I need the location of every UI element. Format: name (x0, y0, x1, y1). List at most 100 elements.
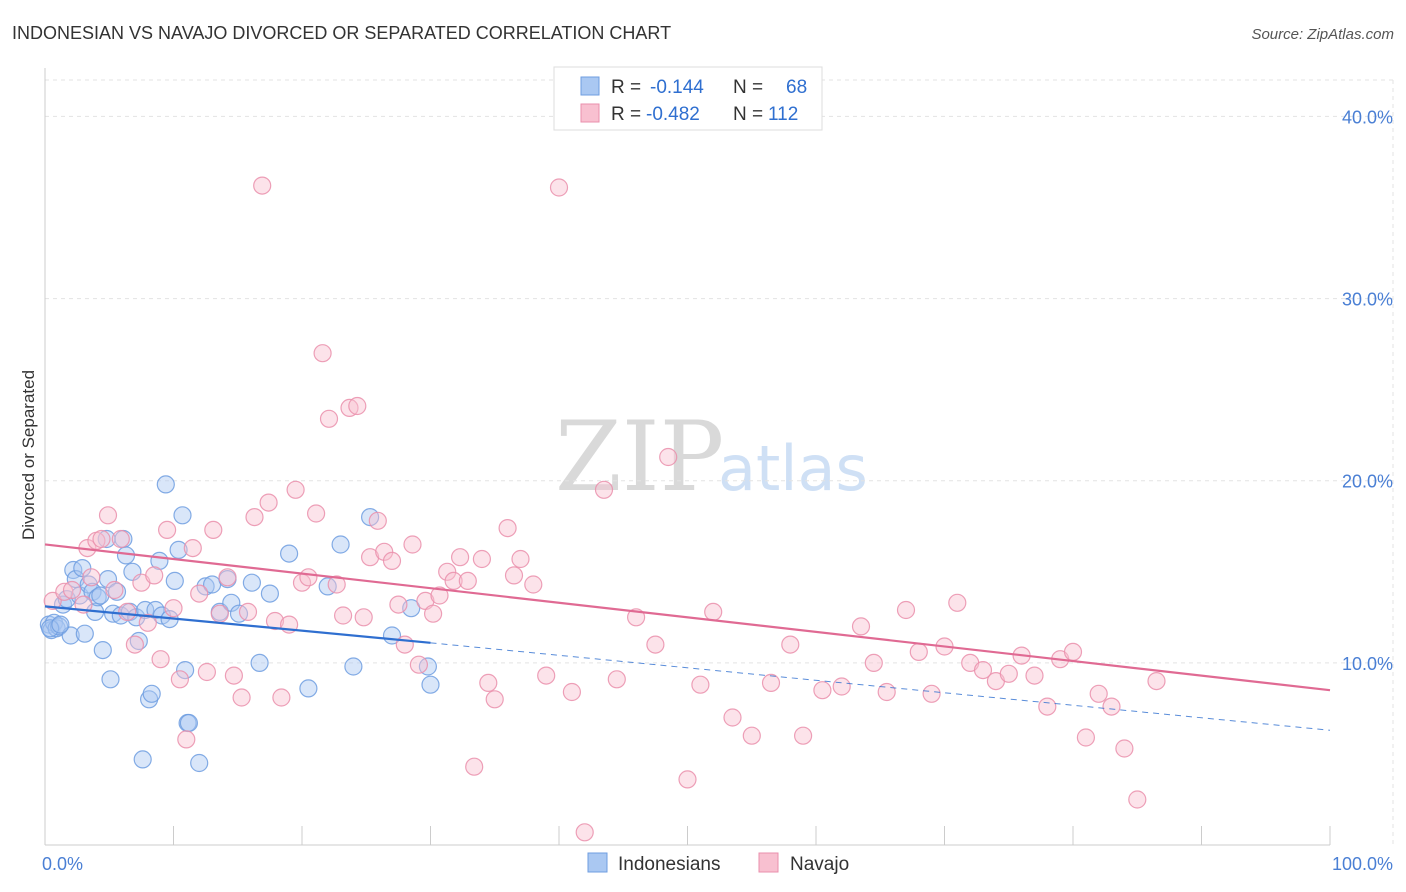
bottom-legend-indonesians: Indonesians (618, 854, 720, 875)
point-navajo-59 (444, 571, 463, 591)
point-navajo-70 (537, 666, 556, 685)
point-navajo-110 (1128, 790, 1147, 809)
point-navajo-45 (348, 396, 367, 416)
point-navajo-79 (678, 770, 697, 789)
axes (44, 68, 1331, 846)
point-navajo-88 (832, 677, 851, 696)
point-navajo-111 (1147, 671, 1166, 691)
point-navajo-65 (485, 690, 504, 709)
point-navajo-14 (138, 613, 157, 632)
point-navajo-43 (334, 606, 353, 625)
tick-labels: 10.0% 20.0% 30.0% 40.0% 0.0% 100.0% (42, 107, 1393, 874)
point-navajo-68 (511, 549, 530, 569)
point-navajo-98 (973, 660, 993, 680)
bottom-legend: Indonesians Navajo (587, 852, 849, 875)
point-navajo-26 (218, 568, 237, 587)
series-navajo (43, 176, 1166, 842)
point-indonesians-66 (40, 619, 60, 638)
x-tick-label-1: 100.0% (1332, 854, 1393, 874)
x-tick-label-0: 0.0% (42, 854, 83, 874)
point-indonesians-45 (179, 713, 198, 733)
point-navajo-77 (646, 635, 665, 654)
point-indonesians-59 (331, 535, 350, 554)
point-navajo-73 (575, 823, 594, 842)
point-navajo-84 (761, 673, 781, 693)
point-navajo-48 (368, 511, 387, 530)
y-tick-label-2: 30.0% (1342, 290, 1393, 310)
watermark-atlas: atlas (718, 432, 868, 505)
point-navajo-2 (62, 580, 82, 600)
point-navajo-52 (395, 635, 414, 654)
point-navajo-11 (118, 602, 137, 622)
point-navajo-25 (210, 604, 229, 623)
legend-r-label-1: R = (611, 77, 641, 98)
legend-r-value-1: -0.144 (650, 77, 704, 98)
point-indonesians-12 (75, 624, 94, 643)
watermark-zip: ZIP (555, 401, 724, 513)
point-navajo-106 (1076, 728, 1096, 747)
bottom-legend-swatch-indonesians (587, 852, 608, 873)
point-navajo-72 (562, 682, 582, 702)
point-navajo-23 (197, 662, 216, 682)
bottom-legend-swatch-navajo (758, 852, 779, 873)
point-navajo-66 (498, 518, 517, 538)
point-navajo-89 (851, 617, 871, 636)
point-navajo-40 (313, 344, 332, 363)
watermark: ZIP atlas (555, 401, 868, 513)
point-indonesians-56 (280, 544, 299, 563)
point-indonesians-16 (88, 588, 107, 607)
point-indonesians-60 (344, 657, 363, 676)
point-navajo-8 (98, 506, 118, 525)
point-navajo-85 (781, 635, 800, 654)
point-indonesians-67 (51, 615, 70, 634)
point-navajo-49 (375, 542, 394, 561)
point-navajo-9 (105, 580, 124, 600)
point-navajo-29 (238, 602, 258, 622)
point-navajo-62 (465, 757, 484, 776)
point-navajo-46 (354, 608, 373, 627)
point-indonesians-21 (101, 670, 120, 689)
point-indonesians-38 (156, 475, 175, 494)
point-navajo-20 (177, 730, 196, 749)
legend-r-value-2: -0.482 (646, 104, 700, 125)
point-navajo-16 (151, 650, 170, 669)
point-navajo-108 (1102, 697, 1121, 716)
point-navajo-34 (272, 688, 291, 707)
point-navajo-38 (299, 568, 318, 587)
point-indonesians-58 (318, 577, 337, 596)
point-navajo-81 (704, 602, 723, 622)
point-navajo-21 (183, 538, 202, 558)
point-indonesians-64 (418, 657, 437, 676)
point-navajo-103 (1038, 697, 1057, 716)
point-navajo-41 (319, 409, 339, 428)
legend-n-value-2: 112 (768, 104, 798, 125)
point-navajo-47 (361, 548, 380, 567)
point-indonesians-46 (190, 753, 209, 773)
point-navajo-28 (232, 688, 251, 707)
point-navajo-67 (504, 566, 524, 585)
point-navajo-80 (691, 675, 710, 694)
point-navajo-78 (659, 447, 678, 467)
point-navajo-71 (549, 178, 569, 197)
point-indonesians-55 (260, 584, 279, 603)
point-navajo-100 (999, 664, 1018, 683)
point-navajo-82 (723, 708, 742, 727)
trendline-navajo (44, 543, 1331, 692)
trendline-indonesians (44, 605, 431, 644)
legend-n-label-2: N = (733, 104, 763, 125)
point-navajo-91 (877, 682, 896, 702)
y-tick-label-3: 40.0% (1342, 107, 1393, 127)
bottom-legend-navajo: Navajo (790, 854, 849, 875)
point-navajo-92 (896, 600, 916, 620)
point-navajo-12 (125, 635, 144, 654)
point-navajo-60 (451, 548, 470, 567)
point-navajo-69 (524, 575, 543, 594)
point-navajo-19 (170, 670, 189, 689)
point-navajo-10 (111, 529, 130, 549)
point-navajo-39 (307, 504, 326, 523)
series-layer (39, 176, 1166, 842)
point-navajo-90 (864, 653, 883, 673)
legend: R = -0.144 N = 68 R = -0.482 N = 112 (553, 66, 823, 131)
point-navajo-32 (259, 493, 278, 512)
